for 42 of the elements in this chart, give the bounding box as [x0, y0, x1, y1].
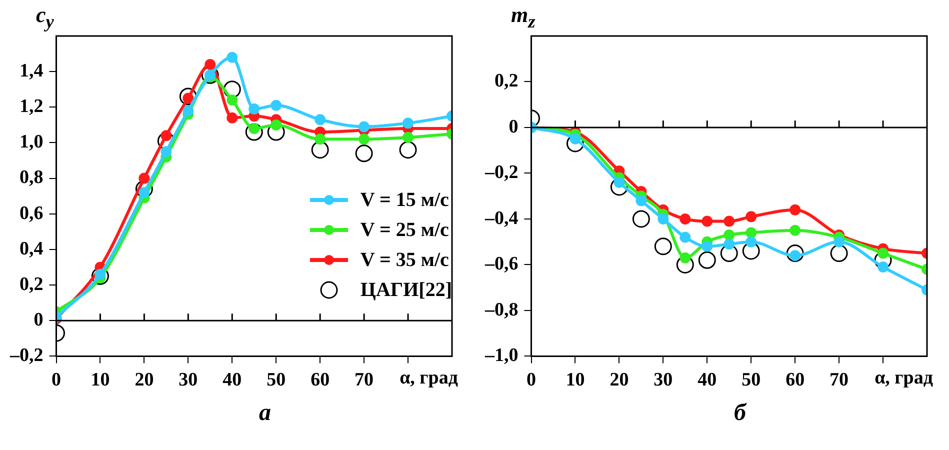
- legend-label: V = 15 м/с: [360, 188, 449, 212]
- x-axis-title: α, град: [400, 368, 458, 389]
- x-tick-label: 0: [526, 370, 536, 391]
- y-tick-label: –0,4: [484, 208, 519, 229]
- y-tick-label: –0,2: [484, 162, 518, 184]
- x-tick-label: 0: [52, 370, 61, 391]
- x-tick-label: 50: [266, 370, 286, 391]
- x-tick-label: 50: [742, 370, 761, 391]
- y-tick-label: 1,0: [20, 132, 44, 153]
- x-tick-label: 70: [354, 370, 374, 391]
- x-tick-label: 30: [654, 370, 673, 391]
- x-tick-label: 60: [310, 370, 330, 391]
- y-axis-title: c$_{y}$: [36, 2, 54, 32]
- x-tick-label: 40: [222, 370, 242, 391]
- y-tick-label: 0,2: [494, 70, 518, 92]
- x-tick-label: 20: [134, 370, 154, 391]
- x-tick-label: 30: [178, 370, 198, 391]
- x-tick-label: 20: [610, 370, 629, 391]
- y-axis-title: m$_{z}$: [511, 2, 536, 32]
- y-tick-label: –1,0: [484, 345, 518, 366]
- y-tick-label: 0,2: [20, 274, 44, 295]
- x-tick-label: 10: [90, 370, 110, 391]
- y-tick-label: –0,6: [484, 254, 518, 275]
- y-tick-label: –0,2: [9, 345, 44, 366]
- x-tick-label: 70: [830, 370, 849, 391]
- y-tick-label: 0,4: [20, 238, 44, 260]
- legend-label: V = 35 м/с: [360, 248, 449, 272]
- text: б: [733, 400, 748, 427]
- y-tick-label: 0,6: [20, 202, 44, 224]
- y-tick-label: 0: [34, 310, 44, 331]
- legend-label: V = 25 м/с: [360, 218, 449, 242]
- x-tick-label: 60: [786, 370, 805, 391]
- y-tick-label: 1,4: [20, 60, 44, 82]
- x-tick-label: 10: [566, 370, 585, 391]
- y-tick-label: 0: [508, 116, 518, 138]
- y-tick-label: 0,8: [20, 167, 44, 188]
- x-axis-title: α, град: [874, 368, 934, 389]
- legend-label: ЦАГИ[22]: [360, 278, 452, 302]
- x-tick-label: 40: [698, 370, 717, 391]
- y-tick-label: –0,8: [484, 299, 518, 320]
- text: а: [258, 400, 272, 427]
- y-tick-label: 1,2: [20, 96, 44, 118]
